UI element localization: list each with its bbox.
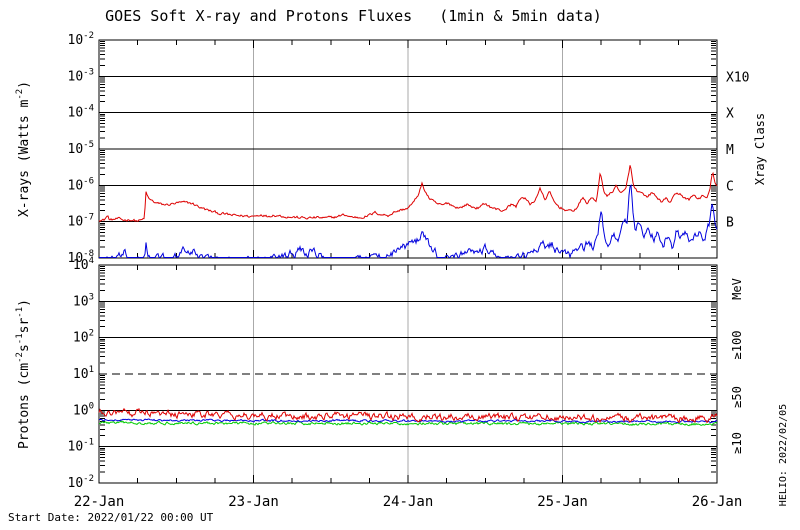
y-tick-label: 10-4 <box>68 104 95 121</box>
mev-threshold-label: ≥10 <box>730 432 744 454</box>
xray-class-label: B <box>726 216 734 231</box>
protons-axis-title: Protons (cm-2s-1sr-1) <box>15 299 32 449</box>
series-protons-ge50MeV <box>98 418 718 424</box>
xray-grid <box>98 39 718 259</box>
y-tick-label: 103 <box>73 292 94 309</box>
series-xray-short-0.05-0.4nm <box>99 183 718 259</box>
mev-axis-title: MeV <box>730 278 744 300</box>
credit-label: HELIO: 2022/02/05 <box>778 404 789 506</box>
xray-class-label: M <box>726 143 734 158</box>
y-tick-label: 10-6 <box>68 176 95 193</box>
mev-threshold-label: ≥100 <box>730 331 744 360</box>
x-tick-label: 25-Jan <box>537 494 588 510</box>
y-tick-label: 10-2 <box>68 474 95 491</box>
protons-series <box>98 407 718 427</box>
y-tick-label: 101 <box>73 365 94 382</box>
y-tick-label: 100 <box>73 401 94 418</box>
protons-labels: 104 103 102 101 100 10-1 10-2 Protons (cm-2s-1s… <box>15 256 744 491</box>
x-tick-label: 26-Jan <box>692 494 743 510</box>
y-tick-label: 10-5 <box>68 140 95 157</box>
xray-class-axis-title: Xray Class <box>753 113 767 185</box>
series-xray-long-0.1-0.8nm <box>98 165 718 223</box>
x-tick-label: 23-Jan <box>228 494 279 510</box>
x-tick-label: 24-Jan <box>383 494 434 510</box>
protons-grid <box>98 264 718 484</box>
xray-class-label: X10 <box>726 70 749 85</box>
y-tick-label: 10-3 <box>68 67 95 84</box>
xray-class-label: C <box>726 179 734 194</box>
x-axis-labels: 22-Jan 23-Jan 24-Jan 25-Jan 26-Jan HELIO: 202… <box>74 404 789 510</box>
xray-labels: 10-2 10-3 10-4 10-5 10-6 10-7 10-8 X-rays (Watt… <box>15 31 767 266</box>
start-date-label: Start Date: 2022/01/22 00:00 UT <box>8 511 214 524</box>
chart-title: GOES Soft X-ray and Protons Fluxes (1min… <box>105 7 602 25</box>
y-tick-label: 10-2 <box>68 31 95 48</box>
mev-threshold-label: ≥50 <box>730 386 744 408</box>
y-tick-label: 104 <box>73 256 94 273</box>
y-tick-label: 10-7 <box>68 213 95 230</box>
xray-series <box>98 165 718 259</box>
series-protons-ge100MeV <box>98 420 718 427</box>
xray-class-label: X <box>726 107 734 122</box>
y-tick-label: 102 <box>73 329 94 346</box>
x-tick-label: 22-Jan <box>74 494 125 510</box>
series-protons-ge10MeV <box>98 407 718 424</box>
xray-axis-title: X-rays (Watts m-2) <box>15 81 32 217</box>
y-tick-label: 10-1 <box>68 438 95 455</box>
y-tick-label: 10-8 <box>68 249 95 266</box>
